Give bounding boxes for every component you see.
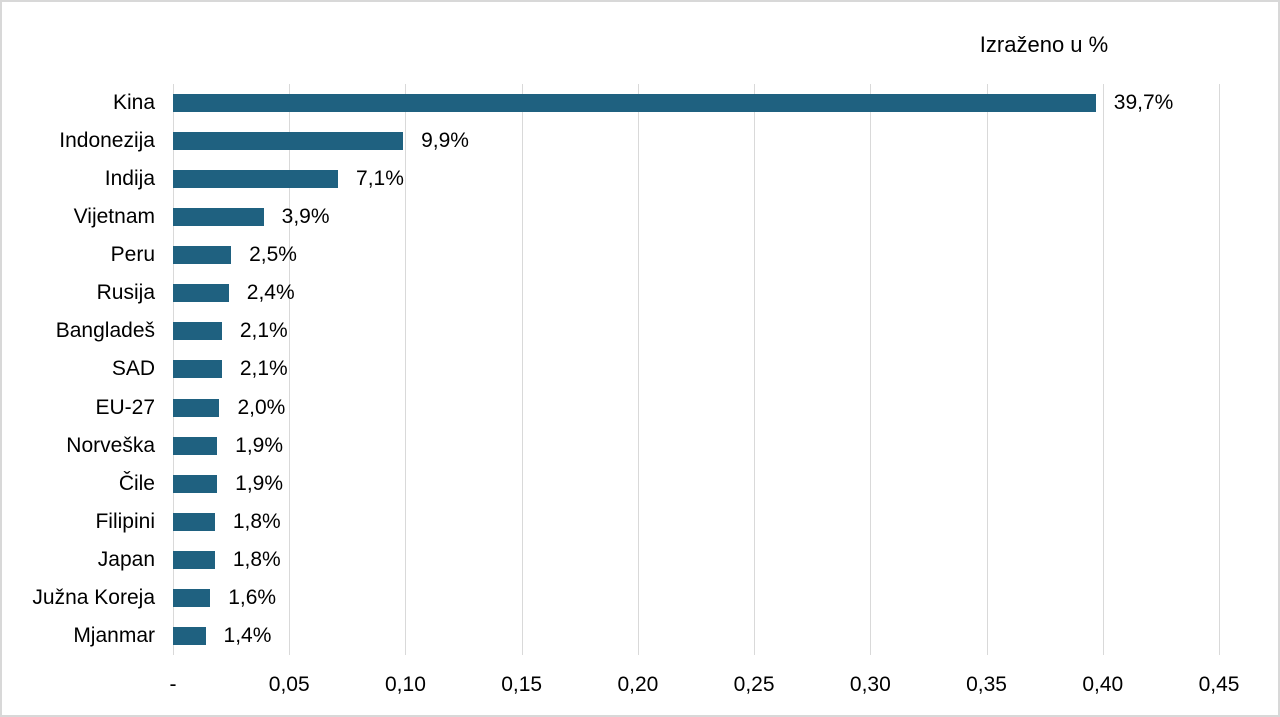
gridline (521, 84, 523, 655)
x-tick-label: - (169, 673, 177, 696)
gridline (754, 84, 756, 655)
gridline (986, 84, 988, 655)
category-label: Norveška (66, 433, 155, 457)
bar (173, 588, 211, 607)
x-tick-label: 0,25 (733, 673, 775, 696)
bar (173, 436, 218, 455)
x-tick-label: 0,30 (849, 673, 891, 696)
value-label: 2,1% (239, 357, 288, 381)
value-label: 2,4% (246, 281, 295, 305)
value-label: 1,6% (228, 585, 277, 609)
bar-row: 1,8% (173, 541, 1219, 579)
category-label: Japan (97, 547, 155, 571)
value-label: 2,0% (237, 395, 286, 419)
category-label: Mjanmar (73, 623, 155, 647)
x-tick-label: 0,05 (268, 673, 310, 696)
value-label: 7,1% (356, 167, 404, 191)
bar-row: 2,0% (173, 389, 1219, 427)
bar (173, 322, 222, 341)
bar (173, 208, 264, 227)
bar-row: 2,4% (173, 274, 1219, 312)
gridline (1219, 84, 1220, 655)
bar-row: 9,9% (173, 122, 1219, 160)
category-label: Filipini (95, 509, 155, 533)
category-label: EU-27 (95, 395, 155, 419)
category-labels-column: Kina Indonezija Indija Vijetnam Peru Rusija Ba… (2, 84, 155, 655)
gridline (637, 84, 639, 655)
category-label: Bangladeš (55, 319, 155, 343)
bar-row: 2,5% (173, 236, 1219, 274)
bar (173, 512, 215, 531)
value-label: 1,9% (235, 471, 284, 495)
x-tick-label: 0,45 (1198, 673, 1240, 696)
x-tick-label: 0,15 (501, 673, 543, 696)
category-label: Peru (110, 243, 155, 267)
bar-row: 1,8% (173, 503, 1219, 541)
bar-row: 39,7% (173, 84, 1219, 122)
bar (173, 474, 218, 493)
bar (173, 626, 206, 645)
bars-layer: 39,7% 9,9% 7,1% 3,9% 2,5% 2,4% 2,1% 2,1% 2,0% 1,9… (173, 84, 1219, 655)
bar (173, 284, 229, 303)
bar-row: 7,1% (173, 160, 1219, 198)
value-label: 2,1% (239, 319, 288, 343)
bar (173, 550, 215, 569)
bar-row: 1,6% (173, 579, 1219, 617)
chart-title: Izraženo u % (979, 32, 1109, 57)
value-label: 1,4% (223, 623, 272, 647)
bar (173, 360, 222, 379)
category-label: SAD (111, 357, 155, 381)
bar (173, 398, 220, 417)
gridline (405, 84, 407, 655)
bar-row: 2,1% (173, 350, 1219, 388)
bar (173, 170, 339, 189)
bar-row: 1,4% (173, 617, 1219, 655)
category-label: Indonezija (59, 129, 155, 153)
bar-row: 3,9% (173, 198, 1219, 236)
bar (173, 132, 404, 151)
bar-row: 2,1% (173, 312, 1219, 350)
category-label: Kina (112, 91, 155, 115)
bar-row: 1,9% (173, 465, 1219, 503)
gridline (1102, 84, 1104, 655)
value-label: 1,8% (232, 547, 281, 571)
category-label: Vijetnam (73, 205, 155, 229)
x-tick-label: 0,40 (1082, 673, 1124, 696)
x-tick-label: 0,10 (385, 673, 426, 696)
value-label: 9,9% (421, 129, 469, 153)
bar (173, 94, 1096, 113)
x-tick-label: 0,20 (617, 673, 659, 696)
category-label: Čile (118, 471, 155, 495)
value-label: 3,9% (281, 205, 330, 229)
value-label: 1,9% (235, 433, 284, 457)
x-tick-label: 0,35 (966, 673, 1007, 696)
category-label: Rusija (96, 281, 155, 305)
category-label: Indija (104, 167, 155, 191)
plot-area: 39,7% 9,9% 7,1% 3,9% 2,5% 2,4% 2,1% 2,1% 2,0% 1,9… (173, 84, 1220, 655)
category-label: Južna Koreja (32, 585, 155, 609)
gridline (289, 84, 291, 655)
x-axis-tick-labels: - 0,05 0,10 0,15 0,20 0,25 0,30 0,35 0,40 0,45 (169, 673, 1240, 703)
bar (173, 246, 232, 265)
value-label: 1,8% (232, 509, 281, 533)
value-label: 39,7% (1113, 91, 1174, 115)
value-label: 2,5% (249, 243, 297, 267)
gridline (870, 84, 872, 655)
bar-row: 1,9% (173, 427, 1219, 465)
